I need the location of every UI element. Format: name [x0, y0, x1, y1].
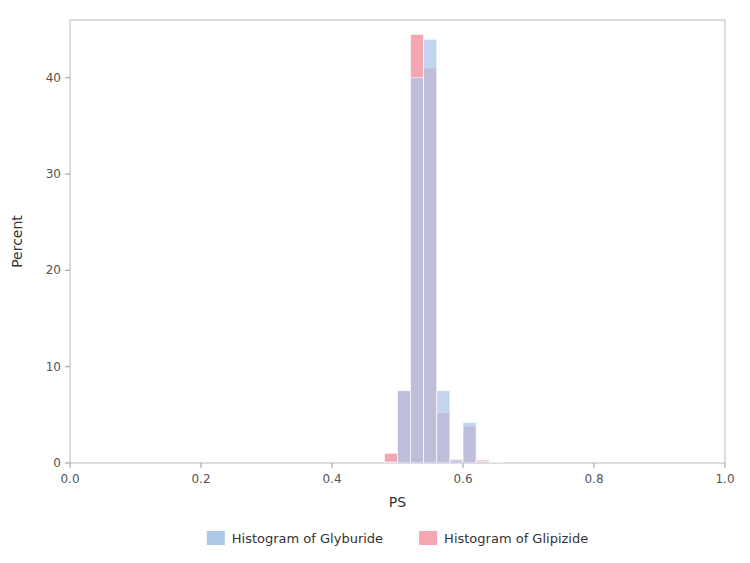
histogram-bar	[371, 463, 384, 464]
histogram-bar	[371, 463, 384, 464]
legend-label: Histogram of Glyburide	[232, 531, 383, 546]
x-axis: 0.0 0.2 0.4 0.6 0.8 1.0	[60, 463, 734, 486]
histogram-bar	[398, 391, 411, 463]
legend-swatch	[419, 531, 437, 545]
y-tick	[65, 174, 70, 175]
y-tick-label: 40	[46, 71, 61, 85]
y-axis-label: Percent	[9, 215, 25, 268]
histogram-bar	[384, 462, 397, 463]
histogram-bar	[411, 78, 424, 463]
x-tick	[594, 463, 595, 468]
histogram-bar	[489, 462, 502, 463]
histogram-bar	[411, 34, 424, 463]
y-tick-label: 10	[46, 360, 61, 374]
legend-swatch	[207, 531, 225, 545]
y-tick	[65, 270, 70, 271]
y-tick-label: 0	[53, 456, 61, 470]
x-tick-label: 0.6	[453, 472, 472, 486]
histogram-bar	[476, 460, 489, 463]
x-tick	[332, 463, 333, 468]
legend: Histogram of Glyburide Histogram of Glipi…	[207, 531, 588, 546]
x-tick-label: 0.0	[60, 472, 79, 486]
y-tick-label: 30	[46, 167, 61, 181]
histogram-bar	[424, 39, 437, 463]
legend-label: Histogram of Glipizide	[444, 531, 588, 546]
x-tick	[70, 463, 71, 468]
y-axis: 0 10 20 30 40	[46, 71, 70, 470]
histogram-bar	[450, 460, 463, 463]
x-tick-label: 0.2	[191, 472, 210, 486]
y-tick	[65, 77, 70, 78]
y-tick-label: 20	[46, 263, 61, 277]
histogram-bar	[476, 462, 489, 463]
histogram-bar	[450, 459, 463, 463]
x-tick-label: 1.0	[715, 472, 734, 486]
chart: 0.0 0.2 0.4 0.6 0.8 1.0 0 10 20 30 40 PS Percent Hist…	[0, 0, 750, 563]
bars	[384, 34, 502, 463]
histogram-bar	[463, 423, 476, 463]
y-tick	[65, 366, 70, 367]
histogram-bar	[398, 391, 411, 463]
x-tick-label: 0.4	[322, 472, 341, 486]
legend-item: Histogram of Glyburide	[207, 531, 383, 546]
x-tick	[463, 463, 464, 468]
histogram-bar	[437, 391, 450, 463]
x-tick	[201, 463, 202, 468]
legend-item: Histogram of Glipizide	[419, 531, 588, 546]
plot-frame	[70, 20, 725, 463]
y-tick	[65, 463, 70, 464]
histogram-bar	[384, 453, 397, 463]
x-tick-label: 0.8	[584, 472, 603, 486]
x-axis-label: PS	[389, 494, 406, 510]
histogram-bar	[489, 462, 502, 463]
x-tick	[725, 463, 726, 468]
